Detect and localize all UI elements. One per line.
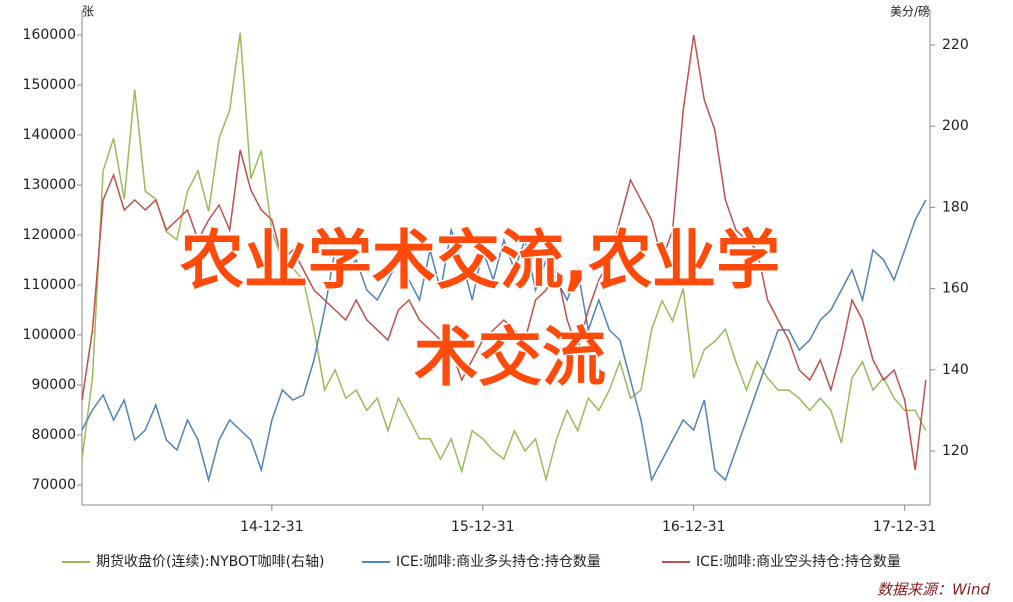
y-tick-label: 150000 xyxy=(23,77,76,93)
y2-tick-label: 140 xyxy=(942,362,969,378)
annotation: 农业学术交流,农业学 xyxy=(180,225,780,299)
legend-label: 期货收盘价(连续):NYBOT咖啡(右轴) xyxy=(96,553,325,570)
y-tick-label: 130000 xyxy=(23,177,76,193)
y-tick-label: 90000 xyxy=(31,377,76,393)
x-tick-label: 14-12-31 xyxy=(240,519,304,535)
y-tick-label: 80000 xyxy=(31,427,76,443)
y-tick-label: 70000 xyxy=(31,477,76,493)
y2-axis-label: 美分/磅 xyxy=(890,4,930,19)
x-tick-label: 15-12-31 xyxy=(451,519,515,535)
y-tick-label: 140000 xyxy=(23,127,76,143)
y2-tick-label: 180 xyxy=(942,199,969,215)
y-tick-label: 100000 xyxy=(23,327,76,343)
y-tick-label: 120000 xyxy=(23,227,76,243)
y2-tick-label: 200 xyxy=(942,118,969,134)
legend-label: ICE:咖啡:商业空头持仓:持仓数量 xyxy=(696,554,901,570)
x-tick-label: 16-12-31 xyxy=(662,519,726,535)
y2-tick-label: 220 xyxy=(942,37,969,53)
source: 数据来源：Wind xyxy=(877,581,991,599)
y-tick-label: 160000 xyxy=(23,27,76,43)
x-tick-label: 17-12-31 xyxy=(873,519,937,535)
annotation: 术交流 xyxy=(414,322,606,396)
y-tick-label: 110000 xyxy=(23,277,76,293)
y-axis-label: 张 xyxy=(82,5,94,19)
series-line xyxy=(81,199,927,483)
series-line xyxy=(81,32,927,483)
legend-label: ICE:咖啡:商业多头持仓:持仓数量 xyxy=(396,553,601,570)
y2-tick-label: 160 xyxy=(942,281,969,297)
y2-tick-label: 120 xyxy=(942,443,969,459)
series-line xyxy=(81,34,927,471)
